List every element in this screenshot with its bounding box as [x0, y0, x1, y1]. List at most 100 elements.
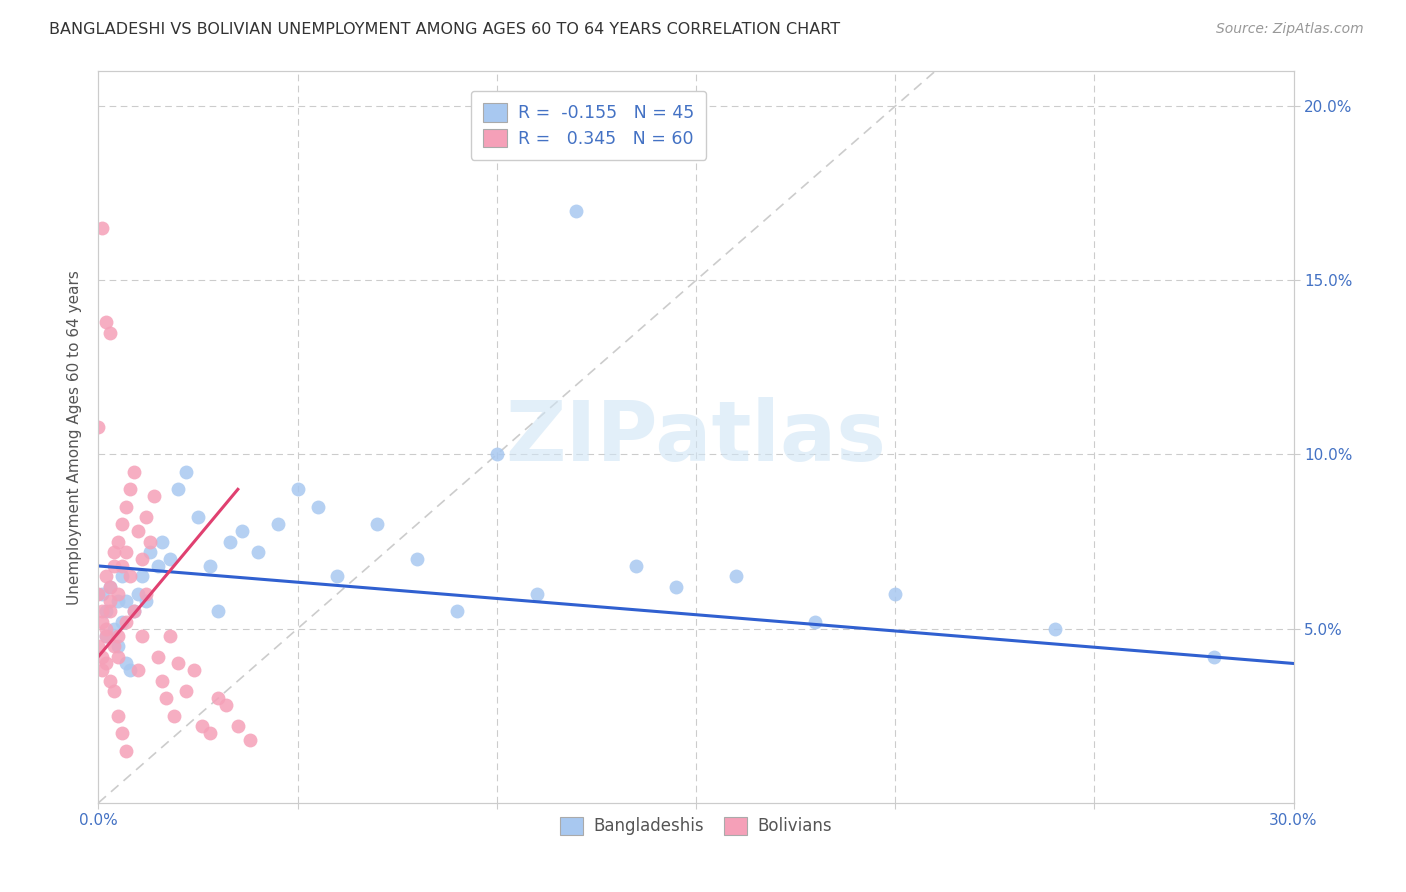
Point	[115, 657, 138, 671]
Point	[446, 604, 468, 618]
Point	[207, 691, 229, 706]
Point	[143, 489, 166, 503]
Point	[131, 569, 153, 583]
Point	[91, 604, 114, 618]
Point	[155, 691, 177, 706]
Point	[98, 326, 122, 340]
Text: Source: ZipAtlas.com: Source: ZipAtlas.com	[1216, 22, 1364, 37]
Point	[115, 743, 138, 757]
Point	[96, 629, 118, 643]
Point	[111, 615, 134, 629]
Point	[107, 629, 129, 643]
Point	[107, 649, 129, 664]
Point	[124, 604, 146, 618]
Point	[239, 733, 262, 747]
Point	[120, 569, 142, 583]
Point	[139, 545, 162, 559]
Point	[565, 203, 588, 218]
Point	[135, 510, 157, 524]
Point	[98, 673, 122, 688]
Point	[115, 545, 138, 559]
Point	[98, 580, 122, 594]
Point	[804, 615, 827, 629]
Point	[287, 483, 309, 497]
Point	[665, 580, 688, 594]
Point	[366, 517, 388, 532]
Point	[91, 649, 114, 664]
Point	[219, 534, 242, 549]
Point	[98, 580, 122, 594]
Point	[98, 594, 122, 608]
Point	[150, 534, 173, 549]
Point	[526, 587, 548, 601]
Point	[139, 534, 162, 549]
Point	[87, 639, 110, 653]
Point	[127, 524, 149, 538]
Text: BANGLADESHI VS BOLIVIAN UNEMPLOYMENT AMONG AGES 60 TO 64 YEARS CORRELATION CHART: BANGLADESHI VS BOLIVIAN UNEMPLOYMENT AMO…	[49, 22, 841, 37]
Point	[183, 664, 205, 678]
Point	[91, 587, 114, 601]
Point	[207, 604, 229, 618]
Point	[107, 708, 129, 723]
Point	[884, 587, 907, 601]
Point	[96, 569, 118, 583]
Point	[124, 465, 146, 479]
Point	[135, 587, 157, 601]
Point	[111, 569, 134, 583]
Point	[174, 684, 197, 698]
Point	[91, 221, 114, 235]
Point	[96, 315, 118, 329]
Point	[103, 545, 125, 559]
Point	[148, 558, 170, 573]
Point	[115, 500, 138, 514]
Point	[120, 483, 142, 497]
Text: ZIPatlas: ZIPatlas	[506, 397, 886, 477]
Point	[159, 552, 181, 566]
Point	[120, 664, 142, 678]
Point	[231, 524, 253, 538]
Point	[96, 657, 118, 671]
Point	[326, 569, 349, 583]
Point	[198, 558, 221, 573]
Point	[167, 657, 190, 671]
Point	[131, 629, 153, 643]
Point	[107, 534, 129, 549]
Point	[103, 558, 125, 573]
Point	[135, 594, 157, 608]
Point	[127, 664, 149, 678]
Point	[111, 726, 134, 740]
Point	[215, 698, 238, 713]
Point	[174, 465, 197, 479]
Point	[107, 639, 129, 653]
Legend: Bangladeshis, Bolivians: Bangladeshis, Bolivians	[554, 810, 838, 842]
Point	[724, 569, 747, 583]
Point	[96, 604, 118, 618]
Point	[111, 517, 134, 532]
Point	[96, 629, 118, 643]
Point	[1202, 649, 1225, 664]
Point	[148, 649, 170, 664]
Point	[150, 673, 173, 688]
Point	[198, 726, 221, 740]
Point	[107, 594, 129, 608]
Point	[267, 517, 290, 532]
Point	[98, 604, 122, 618]
Point	[187, 510, 209, 524]
Point	[307, 500, 329, 514]
Point	[246, 545, 269, 559]
Point	[485, 448, 508, 462]
Point	[1043, 622, 1066, 636]
Point	[96, 622, 118, 636]
Point	[167, 483, 190, 497]
Point	[115, 594, 138, 608]
Point	[163, 708, 186, 723]
Point	[159, 629, 181, 643]
Y-axis label: Unemployment Among Ages 60 to 64 years: Unemployment Among Ages 60 to 64 years	[66, 269, 82, 605]
Point	[103, 684, 125, 698]
Point	[626, 558, 648, 573]
Point	[111, 558, 134, 573]
Point	[103, 639, 125, 653]
Point	[107, 587, 129, 601]
Point	[124, 604, 146, 618]
Point	[115, 615, 138, 629]
